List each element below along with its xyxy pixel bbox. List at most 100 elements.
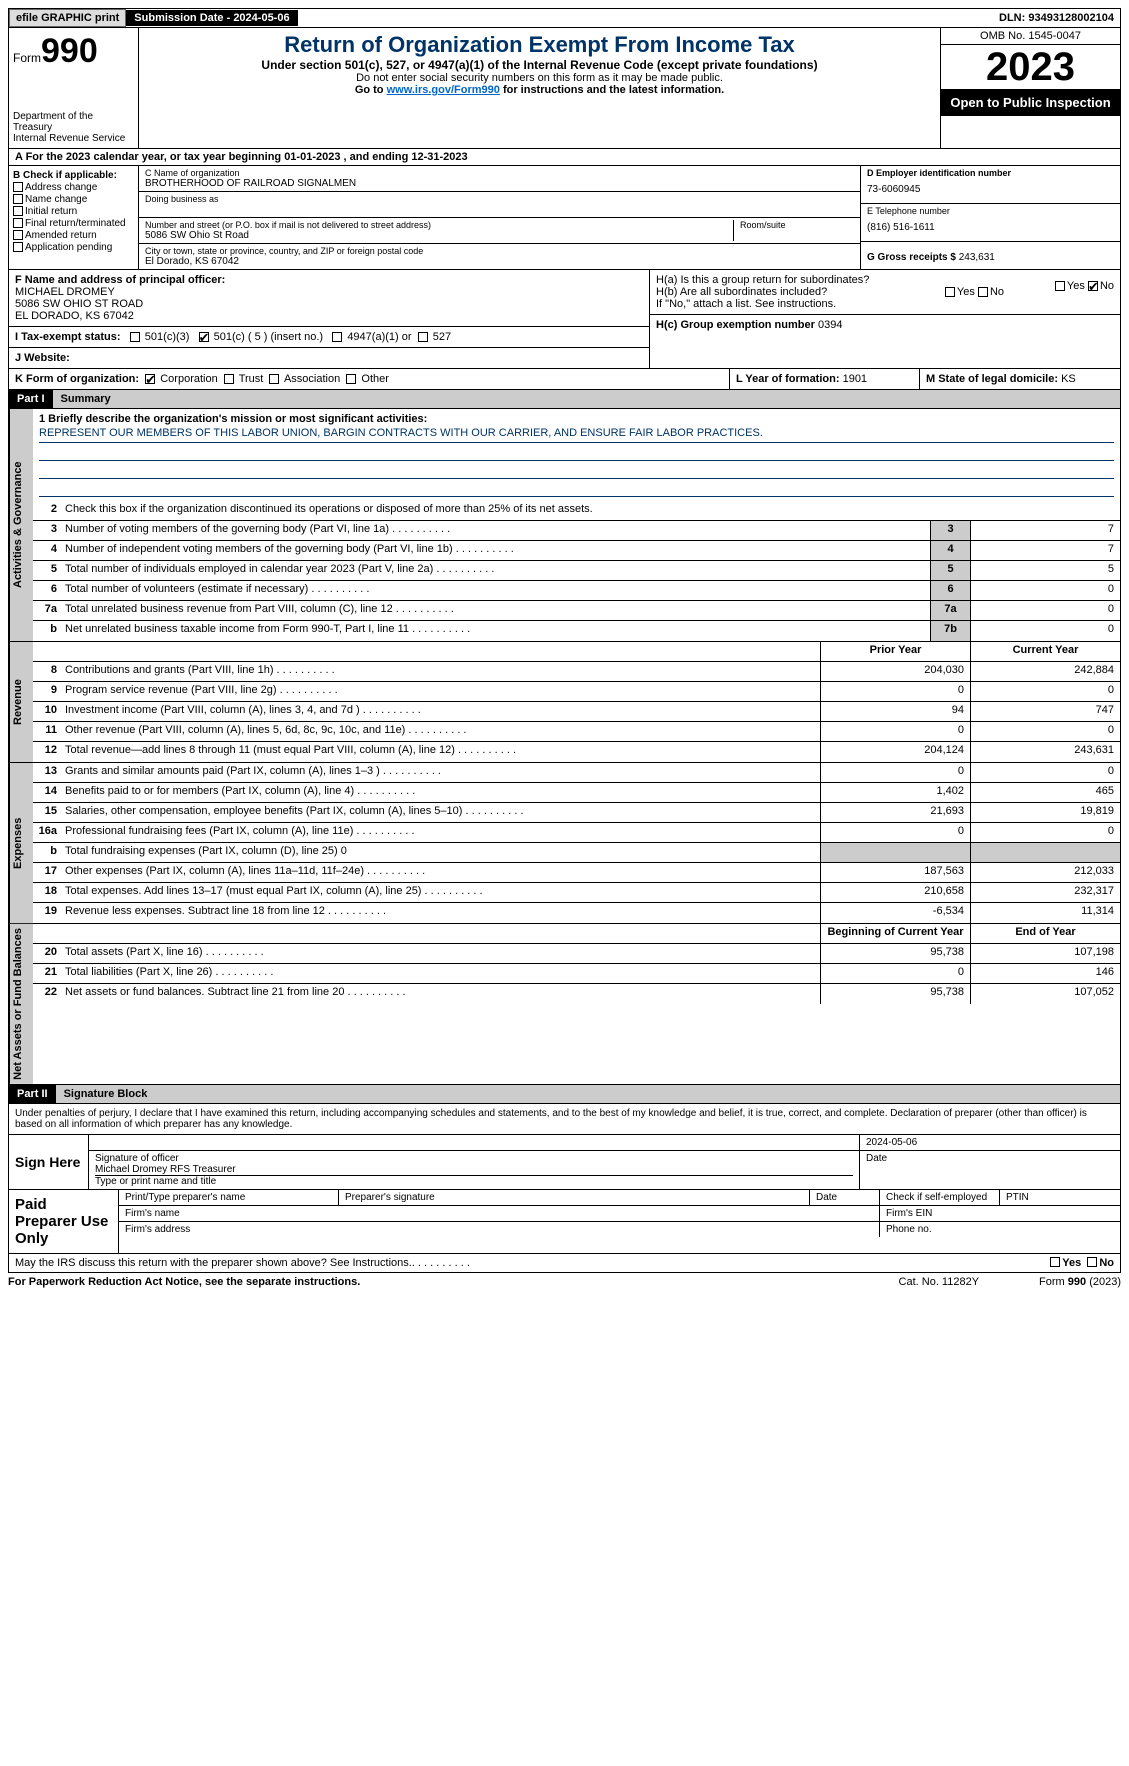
ptin-label: PTIN [1000, 1190, 1120, 1205]
line-11: 11Other revenue (Part VIII, column (A), … [33, 722, 1120, 742]
sig-date-val: 2024-05-06 [860, 1135, 1120, 1150]
mission-text: REPRESENT OUR MEMBERS OF THIS LABOR UNIO… [39, 427, 1114, 443]
gov-line-6: 6Total number of volunteers (estimate if… [33, 581, 1120, 601]
irs-link[interactable]: www.irs.gov/Form990 [387, 84, 500, 96]
firm-phone-label: Phone no. [880, 1222, 1120, 1237]
prep-sig-label: Preparer's signature [339, 1190, 810, 1205]
form-subtitle-3: Go to www.irs.gov/Form990 for instructio… [147, 84, 932, 96]
activities-governance-section: Activities & Governance 1 Briefly descri… [8, 409, 1121, 642]
sig-disclaimer: Under penalties of perjury, I declare th… [9, 1104, 1120, 1134]
line-b: bTotal fundraising expenses (Part IX, co… [33, 843, 1120, 863]
form-subtitle-1: Under section 501(c), 527, or 4947(a)(1)… [147, 58, 932, 72]
line-22: 22Net assets or fund balances. Subtract … [33, 984, 1120, 1004]
addr-label: Number and street (or P.O. box if mail i… [145, 220, 733, 230]
expenses-section: Expenses 13Grants and similar amounts pa… [8, 763, 1121, 924]
chk-assoc[interactable] [269, 374, 279, 384]
form-subtitle-2: Do not enter social security numbers on … [147, 72, 932, 84]
vtab-expenses: Expenses [9, 763, 33, 923]
section-b-to-g: B Check if applicable: Address change Na… [8, 166, 1121, 270]
tax-year: 2023 [941, 45, 1120, 89]
gov-line-2: 2Check this box if the organization disc… [33, 501, 1120, 521]
room-label: Room/suite [740, 220, 854, 230]
line-19: 19Revenue less expenses. Subtract line 1… [33, 903, 1120, 923]
ha-label: H(a) Is this a group return for subordin… [656, 274, 1004, 286]
hb-note: If "No," attach a list. See instructions… [656, 298, 1004, 310]
ein-label: D Employer identification number [867, 168, 1011, 178]
chk-527[interactable] [418, 332, 428, 342]
officer-sig-name: Michael Dromey RFS Treasurer [95, 1164, 853, 1176]
line-18: 18Total expenses. Add lines 13–17 (must … [33, 883, 1120, 903]
officer-label: F Name and address of principal officer: [15, 274, 643, 286]
form-title: Return of Organization Exempt From Incom… [147, 32, 932, 58]
line-20: 20Total assets (Part X, line 16)95,73810… [33, 944, 1120, 964]
bottom-line: For Paperwork Reduction Act Notice, see … [8, 1273, 1121, 1291]
sig-officer-label: Signature of officer [95, 1153, 853, 1164]
prep-date-label: Date [810, 1190, 880, 1205]
chk-ha-no[interactable] [1088, 281, 1098, 291]
pra-notice: For Paperwork Reduction Act Notice, see … [8, 1276, 360, 1288]
chk-amended[interactable]: Amended return [13, 230, 134, 241]
vtab-activities: Activities & Governance [9, 409, 33, 641]
officer-addr1: 5086 SW OHIO ST ROAD [15, 298, 643, 310]
prep-name-label: Print/Type preparer's name [119, 1190, 339, 1205]
chk-discuss-yes[interactable] [1050, 1257, 1060, 1267]
line-8: 8Contributions and grants (Part VIII, li… [33, 662, 1120, 682]
top-bar: efile GRAPHIC print Submission Date - 20… [8, 8, 1121, 28]
chk-initial-return[interactable]: Initial return [13, 206, 134, 217]
officer-name: MICHAEL DROMEY [15, 286, 643, 298]
org-name-label: C Name of organization [145, 168, 854, 178]
vtab-revenue: Revenue [9, 642, 33, 762]
chk-discuss-no[interactable] [1087, 1257, 1097, 1267]
signature-block: Under penalties of perjury, I declare th… [8, 1104, 1121, 1254]
officer-addr2: EL DORADO, KS 67042 [15, 310, 643, 322]
cat-no: Cat. No. 11282Y [899, 1276, 980, 1288]
chk-name-change[interactable]: Name change [13, 194, 134, 205]
col-b-checkboxes: B Check if applicable: Address change Na… [9, 166, 139, 269]
chk-final-return[interactable]: Final return/terminated [13, 218, 134, 229]
gov-line-5: 5Total number of individuals employed in… [33, 561, 1120, 581]
form-footer: Form 990 (2023) [1039, 1276, 1121, 1288]
gov-line-3: 3Number of voting members of the governi… [33, 521, 1120, 541]
chk-4947[interactable] [332, 332, 342, 342]
chk-corp[interactable] [145, 374, 155, 384]
dba-label: Doing business as [145, 194, 854, 204]
gov-line-4: 4Number of independent voting members of… [33, 541, 1120, 561]
efile-print-button[interactable]: efile GRAPHIC print [9, 9, 126, 27]
omb-number: OMB No. 1545-0047 [941, 28, 1120, 45]
chk-501c3[interactable] [130, 332, 140, 342]
type-name-label: Type or print name and title [95, 1176, 853, 1187]
open-to-public: Open to Public Inspection [941, 89, 1120, 116]
hb-label: H(b) Are all subordinates included? [656, 286, 945, 298]
mission-block: 1 Briefly describe the organization's mi… [33, 409, 1120, 501]
phone-label: E Telephone number [867, 206, 1114, 216]
hb-yesno: Yes No [945, 286, 1004, 298]
row-a-period: A For the 2023 calendar year, or tax yea… [8, 149, 1121, 166]
phone-value: (816) 516-1611 [867, 216, 1114, 239]
m-state-domicile: M State of legal domicile: KS [920, 369, 1120, 389]
hc-row: H(c) Group exemption number 0394 [650, 314, 1120, 335]
ha-yesno: Yes No [1004, 274, 1114, 310]
chk-501c[interactable] [199, 332, 209, 342]
line-10: 10Investment income (Part VIII, column (… [33, 702, 1120, 722]
line-16a: 16aProfessional fundraising fees (Part I… [33, 823, 1120, 843]
chk-hb-yes[interactable] [945, 287, 955, 297]
ein-value: 73-6060945 [867, 178, 1114, 201]
chk-app-pending[interactable]: Application pending [13, 242, 134, 253]
revenue-section: Revenue Prior Year Current Year 8Contrib… [8, 642, 1121, 763]
col-headers-net: Beginning of Current Year End of Year [33, 924, 1120, 944]
chk-trust[interactable] [224, 374, 234, 384]
section-f-to-j: F Name and address of principal officer:… [8, 270, 1121, 369]
chk-hb-no[interactable] [978, 287, 988, 297]
chk-ha-yes[interactable] [1055, 281, 1065, 291]
col-headers-rev: Prior Year Current Year [33, 642, 1120, 662]
discuss-row: May the IRS discuss this return with the… [8, 1254, 1121, 1273]
chk-other[interactable] [346, 374, 356, 384]
l-year-formation: L Year of formation: 1901 [730, 369, 920, 389]
chk-address-change[interactable]: Address change [13, 182, 134, 193]
line-9: 9Program service revenue (Part VIII, lin… [33, 682, 1120, 702]
col-d-to-g: D Employer identification number 73-6060… [860, 166, 1120, 269]
dln-value: DLN: 93493128002104 [993, 10, 1120, 26]
k-l-m-row: K Form of organization: Corporation Trus… [8, 369, 1121, 390]
self-employed-label: Check if self-employed [880, 1190, 1000, 1205]
form-header: Form990 Department of the Treasury Inter… [8, 28, 1121, 149]
